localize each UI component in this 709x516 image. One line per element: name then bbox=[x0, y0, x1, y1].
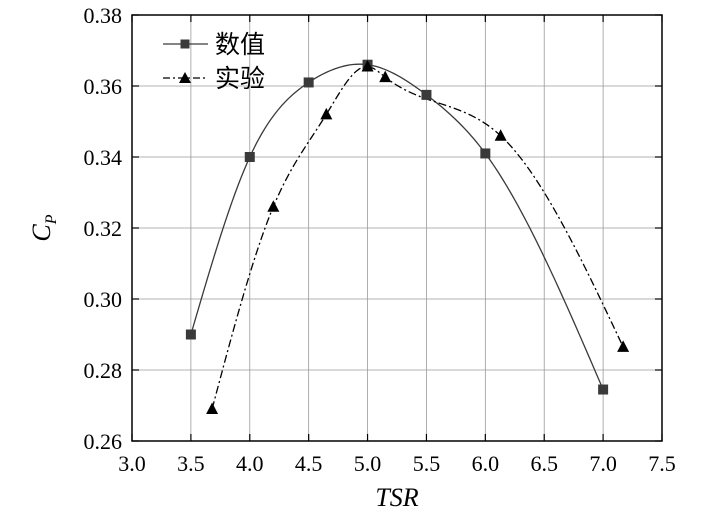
data-point-numeric bbox=[244, 152, 255, 162]
legend: 数值 实验 bbox=[163, 30, 265, 93]
legend-square-marker bbox=[180, 39, 190, 49]
data-point-numeric bbox=[185, 329, 196, 340]
x-tick-label: 5.0 bbox=[354, 451, 382, 476]
legend-label-numeric: 数值 bbox=[215, 30, 265, 59]
x-axis-title: TSR bbox=[375, 483, 418, 512]
svg-text:CP: CP bbox=[27, 214, 60, 241]
y-tick-label: 0.34 bbox=[84, 145, 123, 170]
x-tick-label: 7.5 bbox=[648, 451, 676, 476]
data-point-experiment bbox=[267, 200, 280, 212]
data-point-numeric bbox=[480, 148, 491, 159]
legend-triangle-marker bbox=[179, 72, 191, 83]
series-lines bbox=[190, 63, 624, 410]
y-tick-label: 0.30 bbox=[84, 287, 123, 312]
x-tick-label: 6.0 bbox=[472, 451, 500, 476]
data-point-numeric bbox=[303, 77, 314, 88]
y-tick-label: 0.32 bbox=[84, 216, 123, 241]
series-line-numeric bbox=[190, 63, 604, 390]
data-point-experiment bbox=[206, 402, 219, 415]
x-tick-label: 3.0 bbox=[118, 451, 146, 476]
series-markers bbox=[185, 59, 630, 415]
data-point-experiment bbox=[361, 59, 374, 72]
data-point-experiment bbox=[494, 129, 507, 141]
x-tick-label: 7.0 bbox=[589, 451, 617, 476]
y-tick-label: 0.28 bbox=[84, 358, 123, 383]
grid bbox=[132, 15, 662, 441]
y-tick-label: 0.26 bbox=[84, 429, 123, 454]
axis-ticks: 3.0 3.5 4.0 4.5 5.0 5.5 6.0 6.5 7.0 7.5 0.26 0.28 0.… bbox=[84, 3, 676, 476]
legend-label-experiment: 实验 bbox=[215, 64, 265, 93]
data-point-numeric bbox=[598, 384, 609, 395]
x-tick-label: 5.5 bbox=[413, 451, 441, 476]
x-tick-label: 6.5 bbox=[530, 451, 558, 476]
y-tick-label: 0.38 bbox=[84, 3, 123, 28]
data-point-numeric bbox=[421, 89, 432, 100]
legend-item-experiment: 实验 bbox=[163, 64, 265, 93]
x-tick-label: 4.5 bbox=[295, 451, 323, 476]
series-line-experiment bbox=[211, 65, 624, 410]
y-axis-title: CP bbox=[27, 214, 60, 241]
x-tick-label: 4.0 bbox=[236, 451, 264, 476]
data-point-experiment bbox=[617, 340, 630, 352]
y-tick-label: 0.36 bbox=[84, 74, 123, 99]
legend-item-numeric: 数值 bbox=[163, 30, 265, 59]
x-tick-label: 3.5 bbox=[177, 451, 205, 476]
data-point-experiment bbox=[379, 70, 392, 83]
y-axis-title-subscript: P bbox=[43, 214, 60, 225]
data-point-experiment bbox=[320, 107, 333, 120]
